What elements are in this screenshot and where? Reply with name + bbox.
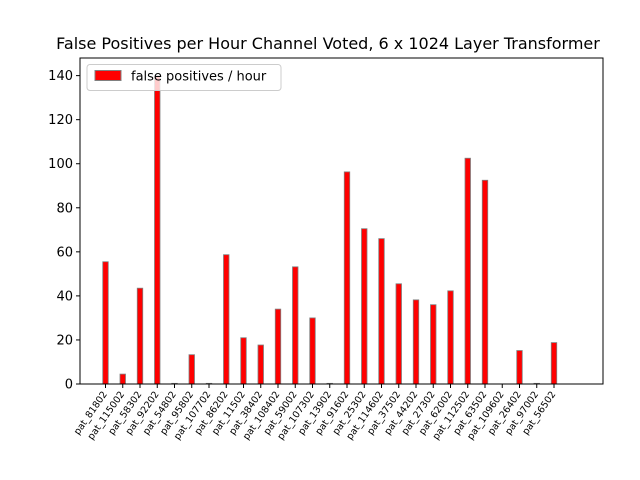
legend-box [86,64,282,91]
y-tick-label: 60 [56,245,73,260]
y-tick-label: 80 [56,201,73,216]
bar [136,287,144,385]
bar [119,373,126,385]
bar [292,266,299,385]
y-axis: 0 20 40 60 80 100 120 140 [48,69,80,393]
bar [464,157,471,385]
y-tick-label: 0 [65,378,73,393]
bar [102,261,109,385]
legend: false positives / hour [86,64,282,91]
bar [309,317,316,385]
plot-frame [79,57,604,385]
y-tick-label: 100 [48,157,73,172]
bar [257,344,264,385]
bar [188,354,195,385]
y-tick-label: 40 [56,289,73,304]
legend-swatch [94,70,122,81]
bar [154,75,161,385]
bar [516,350,523,385]
y-tick-label: 120 [48,113,73,128]
bar [223,254,230,385]
bar [481,179,489,385]
y-tick-label: 140 [48,69,73,84]
bar [378,238,385,385]
bar [343,171,351,385]
bar [274,308,282,385]
bar [361,228,368,385]
bar [412,299,420,385]
y-tick-label: 20 [56,333,73,348]
bar [430,304,437,385]
x-axis: pat_81802pat_115002pat_58302pat_92202pat… [72,384,558,442]
legend-label: false positives / hour [131,70,267,85]
bar [550,342,558,385]
bar [240,337,247,385]
bar [395,283,402,385]
bar [447,290,454,385]
chart-title: False Positives per Hour Channel Voted, … [56,34,600,53]
